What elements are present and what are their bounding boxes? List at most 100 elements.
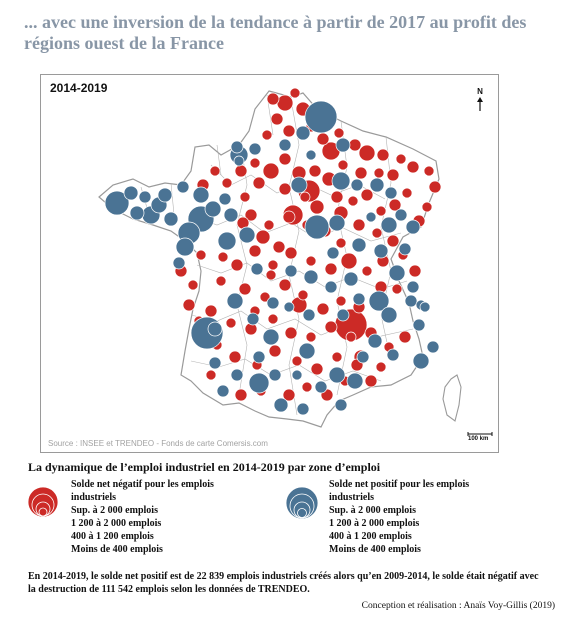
negative-balance-circle [398, 330, 412, 344]
negative-balance-circle [375, 205, 387, 217]
positive-balance-circle [336, 308, 350, 322]
negative-balance-circle [348, 138, 362, 152]
positive-balance-circle [326, 246, 340, 260]
negative-balance-circle [352, 218, 366, 232]
negative-balance-circle [401, 187, 413, 199]
negative-balance-circle [361, 265, 373, 277]
negative-balance-circle [337, 159, 349, 171]
negative-balance-circle [345, 331, 357, 343]
positive-balance-circle [157, 187, 173, 203]
negative-balance-circle [310, 362, 324, 376]
positive-balance-circle [238, 226, 256, 244]
zone-boundary [190, 358, 382, 382]
positive-balance-circle [380, 306, 398, 324]
negative-balance-circle [340, 252, 358, 270]
negative-balance-circle [408, 264, 422, 278]
negative-balance-circle [316, 302, 330, 316]
positive-balance-circle [331, 171, 351, 191]
negative-balance-circle [376, 148, 390, 162]
negative-balance-circle [388, 198, 402, 212]
positive-balance-circle [290, 176, 308, 194]
negative-balance-circle [421, 201, 433, 213]
negative-balance-circle [386, 168, 400, 182]
negative-balance-circle [182, 298, 196, 312]
positive-balance-circle [291, 369, 303, 381]
positive-balance-circle [369, 177, 385, 193]
negative-balance-circle [423, 165, 435, 177]
scale-label: 100 km [468, 436, 489, 442]
legend-positive-class: 1 200 à 2 000 emplois [329, 518, 420, 529]
legend-positive-class: Moins de 400 emplois [329, 544, 421, 555]
positive-balance-circle [278, 138, 292, 152]
negative-balance-circle [234, 164, 248, 178]
positive-balance-circle [295, 125, 311, 141]
positive-balance-circle [380, 216, 398, 234]
scale-bar [467, 432, 493, 436]
positive-balance-circle [368, 290, 390, 312]
positive-balance-circle [367, 333, 383, 349]
negative-balance-circle [195, 249, 207, 261]
positive-balance-circle [262, 328, 280, 346]
positive-balance-circle [123, 185, 139, 201]
negative-balance-circle [230, 258, 244, 272]
source-note: Source : INSEE et TRENDEO - Fonds de car… [48, 439, 268, 448]
negative-balance-circle [234, 388, 248, 402]
positive-balance-circle [192, 186, 210, 204]
legend-negative-class: Sup. à 2 000 emplois [71, 505, 158, 516]
negative-balance-circle [265, 269, 277, 281]
negative-balance-circle [301, 381, 313, 393]
positive-balance-circle [176, 180, 190, 194]
positive-balance-circle [248, 142, 262, 156]
headline: ... avec une inversion de la tendance à … [24, 12, 527, 53]
negative-balance-circle [335, 237, 347, 249]
positive-balance-circle [138, 190, 152, 204]
positive-balance-circle [388, 264, 406, 282]
negative-balance-circle [187, 279, 199, 291]
negative-balance-circle [228, 350, 242, 364]
legend-negative-description: Solde net négatif pour les emplois indus… [71, 479, 214, 503]
positive-balance-circle [246, 312, 260, 326]
negative-balance-circle [205, 369, 217, 381]
negative-balance-circle [284, 326, 298, 340]
negative-balance-circle [291, 355, 303, 367]
positive-balance-circle [328, 366, 346, 384]
negative-balance-circle [395, 153, 407, 165]
positive-balance-circle [346, 372, 364, 390]
negative-balance-circle [335, 295, 347, 307]
positive-balance-circle [343, 271, 359, 287]
positive-balance-circle [298, 342, 316, 360]
negative-balance-circle [347, 195, 359, 207]
negative-balance-circle [261, 129, 273, 141]
positive-balance-circle [217, 231, 237, 251]
positive-balance-circle [305, 149, 317, 161]
legend-negative-symbol [28, 486, 59, 518]
positive-balance-circle [328, 214, 346, 232]
negative-balance-circle [289, 87, 301, 99]
negative-balance-circle [373, 167, 385, 179]
positive-balance-circle [252, 350, 266, 364]
negative-balance-circle [278, 182, 292, 196]
legend-negative-class: 1 200 à 2 000 emplois [71, 518, 162, 529]
negative-balance-circle [225, 317, 237, 329]
negative-balance-circle [209, 165, 221, 177]
negative-balance-circle [238, 282, 252, 296]
negative-balance-circle [358, 144, 376, 162]
negative-balance-circle [255, 229, 271, 245]
negative-balance-circle [278, 152, 292, 166]
negative-balance-circle [262, 162, 280, 180]
positive-balance-circle [304, 100, 338, 134]
negative-balance-circle [330, 190, 344, 204]
positive-balance-circle [248, 372, 270, 394]
period-label: 2014-2019 [50, 81, 108, 95]
positive-balance-circle [175, 237, 195, 257]
positive-balance-circle [335, 137, 351, 153]
negative-balance-circle [282, 210, 296, 224]
legend-title: La dynamique de l’emploi industriel en 2… [28, 460, 381, 474]
positive-balance-circle [207, 321, 223, 337]
negative-balance-circle [354, 166, 368, 180]
negative-balance-circle [278, 278, 292, 292]
negative-balance-circle [391, 283, 403, 295]
negative-balance-circle [249, 157, 261, 169]
zone-boundary [236, 144, 248, 396]
negative-balance-circle [324, 320, 338, 334]
